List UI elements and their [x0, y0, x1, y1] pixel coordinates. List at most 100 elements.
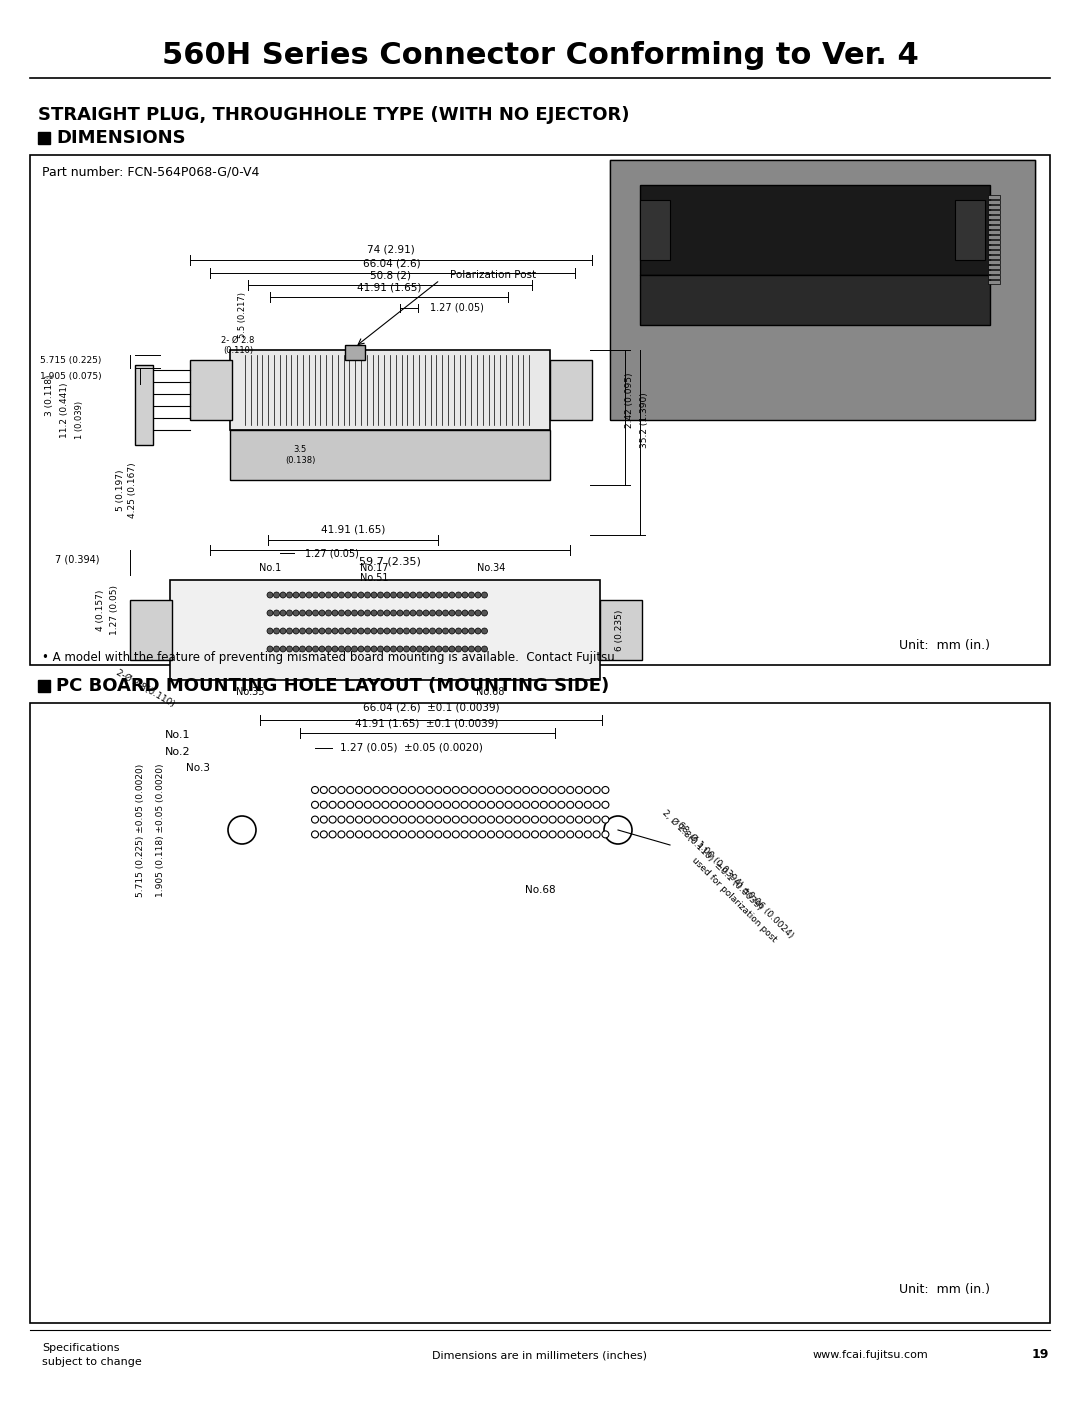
Circle shape — [602, 831, 609, 838]
Circle shape — [321, 816, 327, 823]
Circle shape — [408, 816, 416, 823]
Circle shape — [311, 831, 319, 838]
Circle shape — [549, 816, 556, 823]
Text: 1.27 (0.05): 1.27 (0.05) — [305, 548, 359, 558]
Circle shape — [351, 610, 357, 615]
Circle shape — [321, 787, 327, 794]
Circle shape — [382, 802, 389, 809]
Text: • A model with the feature of preventing mismated board mounting is available.  : • A model with the feature of preventing… — [42, 652, 619, 665]
Circle shape — [347, 787, 354, 794]
Text: 1.27 (0.05): 1.27 (0.05) — [430, 303, 484, 313]
Text: 5.715 (0.225): 5.715 (0.225) — [40, 356, 102, 365]
Circle shape — [584, 831, 592, 838]
Text: 11.2 (0.441): 11.2 (0.441) — [60, 383, 69, 437]
Circle shape — [453, 831, 459, 838]
Circle shape — [584, 802, 592, 809]
Circle shape — [461, 787, 468, 794]
Circle shape — [338, 816, 345, 823]
Text: 1 (0.039): 1 (0.039) — [75, 401, 84, 439]
Circle shape — [430, 610, 435, 615]
Circle shape — [487, 816, 495, 823]
Circle shape — [357, 646, 364, 652]
Circle shape — [410, 610, 416, 615]
Circle shape — [351, 646, 357, 652]
Circle shape — [357, 592, 364, 599]
Circle shape — [487, 802, 495, 809]
Circle shape — [456, 646, 461, 652]
Text: (0.110): (0.110) — [222, 345, 253, 355]
Circle shape — [355, 816, 363, 823]
Circle shape — [475, 628, 481, 634]
Circle shape — [482, 628, 487, 634]
Circle shape — [325, 592, 332, 599]
Circle shape — [505, 787, 512, 794]
Circle shape — [267, 628, 273, 634]
Circle shape — [397, 628, 403, 634]
Circle shape — [325, 610, 332, 615]
Circle shape — [417, 610, 422, 615]
Circle shape — [400, 816, 406, 823]
Text: 50.8 (2): 50.8 (2) — [369, 271, 410, 280]
Circle shape — [423, 646, 429, 652]
Circle shape — [391, 816, 397, 823]
Circle shape — [456, 628, 461, 634]
Circle shape — [267, 592, 273, 599]
Circle shape — [443, 628, 448, 634]
Circle shape — [293, 646, 299, 652]
Circle shape — [584, 787, 592, 794]
Circle shape — [372, 646, 377, 652]
Circle shape — [478, 802, 486, 809]
Bar — [988, 210, 1000, 215]
Circle shape — [475, 646, 481, 652]
Circle shape — [404, 646, 409, 652]
Circle shape — [299, 628, 306, 634]
Circle shape — [329, 787, 336, 794]
Text: 1.905 (0.118) ±0.05 (0.0020): 1.905 (0.118) ±0.05 (0.0020) — [156, 763, 164, 897]
Circle shape — [384, 646, 390, 652]
Text: 74 (2.91): 74 (2.91) — [367, 245, 415, 255]
Circle shape — [444, 816, 450, 823]
Circle shape — [273, 628, 280, 634]
Circle shape — [378, 610, 383, 615]
Circle shape — [311, 816, 319, 823]
Circle shape — [280, 592, 286, 599]
Circle shape — [449, 610, 455, 615]
Circle shape — [293, 610, 299, 615]
Circle shape — [384, 628, 390, 634]
Circle shape — [576, 831, 582, 838]
Circle shape — [505, 802, 512, 809]
Bar — [988, 230, 1000, 234]
Circle shape — [351, 592, 357, 599]
Text: 4 (0.157): 4 (0.157) — [95, 589, 105, 631]
Text: No.68: No.68 — [476, 687, 504, 697]
Bar — [988, 215, 1000, 219]
Bar — [988, 275, 1000, 279]
Circle shape — [378, 592, 383, 599]
Circle shape — [273, 610, 280, 615]
Circle shape — [475, 592, 481, 599]
Circle shape — [404, 628, 409, 634]
Circle shape — [338, 646, 345, 652]
Text: Unit:  mm (in.): Unit: mm (in.) — [899, 1283, 990, 1297]
Circle shape — [321, 802, 327, 809]
Text: Polarization Post: Polarization Post — [450, 271, 536, 280]
Circle shape — [286, 592, 293, 599]
Circle shape — [602, 816, 609, 823]
Circle shape — [531, 831, 539, 838]
Text: 1.905 (0.075): 1.905 (0.075) — [40, 372, 102, 380]
Text: 41.91 (1.65)  ±0.1 (0.0039): 41.91 (1.65) ±0.1 (0.0039) — [355, 718, 499, 728]
Circle shape — [449, 592, 455, 599]
Circle shape — [267, 610, 273, 615]
Circle shape — [319, 592, 325, 599]
Circle shape — [329, 831, 336, 838]
Circle shape — [444, 787, 450, 794]
Circle shape — [306, 628, 312, 634]
Text: (0.138): (0.138) — [285, 456, 315, 464]
Circle shape — [364, 787, 372, 794]
Circle shape — [391, 831, 397, 838]
Circle shape — [462, 646, 468, 652]
Text: 66.04 (2.6)  ±0.1 (0.0039): 66.04 (2.6) ±0.1 (0.0039) — [363, 702, 499, 714]
Circle shape — [306, 610, 312, 615]
Bar — [640, 185, 990, 275]
Circle shape — [487, 787, 495, 794]
